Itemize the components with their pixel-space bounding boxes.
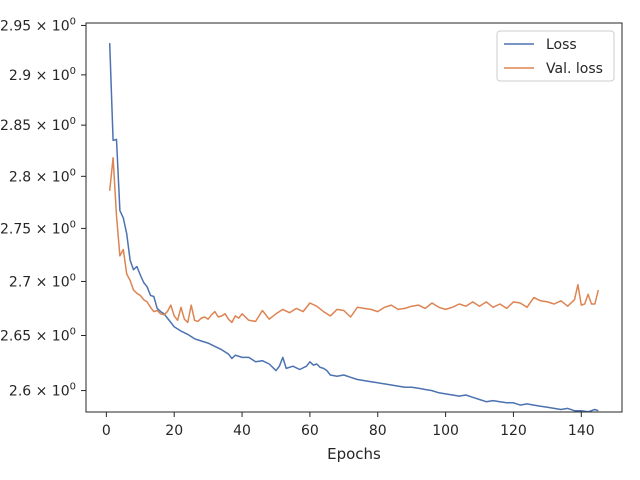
y-tick-label: 2.9 × 100 [9,66,76,84]
x-tick-label: 20 [165,423,183,439]
series-line-1 [108,43,599,413]
x-tick-label: 100 [432,423,459,439]
y-tick-label: 2.8 × 100 [9,167,76,185]
x-axis: 0 20 40 60 80 100 120 140 [102,412,595,439]
x-tick-label: 0 [102,423,111,439]
x-tick-label: 40 [233,423,251,439]
x-tick-label: 140 [568,423,595,439]
x-axis-label: Epochs [327,445,381,463]
x-tick-label: 120 [500,423,527,439]
series-line-2 [108,157,600,324]
legend: Loss Val. loss [496,30,615,82]
y-tick-label: 2.6 × 100 [9,382,76,400]
y-tick-label: 2.85 × 100 [0,116,76,134]
x-tick-label: 80 [369,423,387,439]
y-tick-label: 2.7 × 100 [9,272,76,290]
y-tick-label: 2.65 × 100 [0,327,76,345]
series-layer [108,43,600,413]
plot-frame [85,22,623,413]
x-tick-label: 60 [301,423,319,439]
legend-label-2: Val. loss [546,61,603,77]
y-axis: 2.6 × 100 2.65 × 100 2.7 × 100 2.75 × 100 2.… [0,16,86,400]
legend-label-1: Loss [546,37,577,53]
y-tick-label: 2.75 × 100 [0,219,76,237]
y-tick-label: 2.95 × 100 [0,16,76,34]
